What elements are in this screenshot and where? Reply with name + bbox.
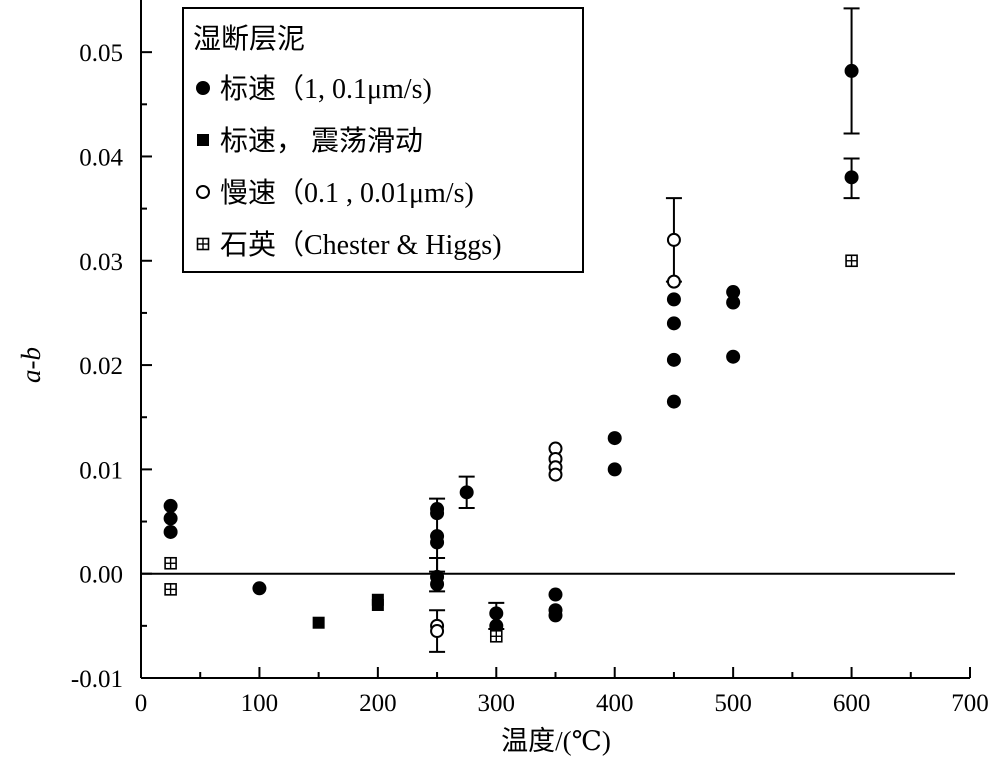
legend-item: 石英（Chester & Higgs) [196,229,502,261]
data-point [666,292,681,307]
data-point [548,467,563,482]
data-point [666,232,681,247]
y-tick-label: 0.05 [79,40,123,67]
legend-label: 慢速（0.1 , 0.01μm/s) [220,177,474,209]
data-point [163,524,178,539]
legend-item: 慢速（0.1 , 0.01μm/s) [196,177,474,209]
data-point [607,431,622,446]
x-tick-label: 100 [241,690,279,717]
data-point [607,462,622,477]
legend-marker [196,237,210,251]
data-points [163,63,859,643]
data-point [548,608,563,623]
data-point [163,511,178,526]
legend-label: 标速（1, 0.1μm/s) [220,73,432,105]
data-point [666,352,681,367]
data-point [666,316,681,331]
x-tick-labels: 0 100 200 300 400 500 600 700 [135,690,989,717]
legend-label: 石英（Chester & Higgs) [220,229,502,261]
x-tick-label: 0 [135,690,148,717]
x-tick-label: 700 [951,690,989,717]
x-tick-label: 400 [596,690,634,717]
legend-marker [196,81,210,95]
legend-title: 湿断层泥 [193,23,305,55]
y-tick-label: 0.03 [79,249,123,276]
legend-marker [196,185,210,199]
data-point [430,506,445,521]
legend-label: 标速， 震荡滑动 [220,125,423,157]
legend-box [182,7,584,273]
legend-marker [197,134,209,146]
data-point [726,349,741,364]
data-point [312,616,325,629]
data-point [666,274,681,289]
data-point [163,498,178,513]
y-tick-label: 0.02 [79,353,123,380]
data-point [252,581,267,596]
axes [140,0,971,679]
data-point [164,583,177,596]
data-point [666,394,681,409]
x-axis-label: 温度/(℃) [501,726,611,756]
data-point [489,618,504,633]
data-point [845,254,858,268]
y-tick-label: 0.01 [79,457,123,484]
data-point [844,170,859,185]
x-tick-label: 500 [714,690,752,717]
data-point [164,556,177,570]
y-tick-label: 0.00 [79,562,123,589]
x-tick-label: 600 [833,690,871,717]
y-tick-labels: -0.01 0.00 0.01 0.02 0.03 0.04 0.05 [71,40,124,693]
data-point [371,598,384,611]
data-point [489,606,504,621]
data-point [844,63,859,78]
x-tick-label: 200 [359,690,397,717]
data-point [548,587,563,602]
data-point [430,535,445,550]
data-point [489,629,503,643]
data-point [430,624,445,639]
y-axis-label: a-b [16,347,46,383]
x-tick-label: 300 [478,690,516,717]
legend-item: 标速（1, 0.1μm/s) [196,73,432,105]
y-tick-label: 0.04 [79,144,123,171]
data-point [726,285,741,300]
data-point [459,485,474,500]
data-point [430,577,445,592]
legend-item: 标速， 震荡滑动 [197,125,423,157]
y-tick-label: -0.01 [71,666,123,693]
data-point [726,295,741,310]
